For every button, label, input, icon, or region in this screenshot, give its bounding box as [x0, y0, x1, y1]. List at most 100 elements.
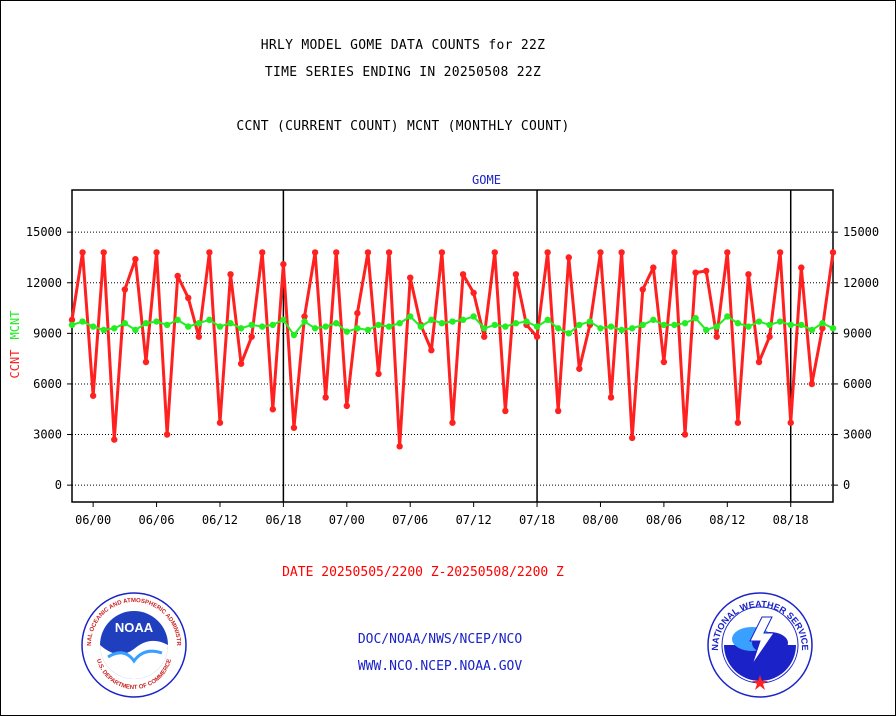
- ccnt-point: [68, 316, 76, 324]
- ccnt-point: [660, 358, 668, 366]
- y-tick-label-left: 0: [55, 478, 62, 492]
- mcnt-point: [787, 321, 794, 329]
- ccnt-point: [163, 431, 171, 438]
- mcnt-point: [459, 316, 467, 324]
- mcnt-point: [470, 313, 477, 320]
- ccnt-point: [375, 370, 382, 378]
- mcnt-point: [364, 326, 372, 334]
- ccnt-point: [713, 333, 720, 340]
- y-tick-label-right: 12000: [843, 276, 879, 290]
- ccnt-point: [153, 249, 160, 256]
- series: [68, 249, 837, 450]
- mcnt-point: [438, 320, 446, 327]
- mcnt-point: [111, 325, 118, 332]
- ccnt-point: [111, 436, 118, 443]
- x-tick-label: 06/18: [265, 513, 301, 527]
- y-tick-label-left: 3000: [33, 428, 62, 442]
- mcnt-point: [195, 320, 203, 327]
- ccnt-point: [607, 394, 615, 401]
- chart-title: HRLY MODEL GOME DATA COUNTS for 22Z: [260, 38, 546, 53]
- y-tick-label-left: 9000: [33, 326, 62, 340]
- mcnt-point: [512, 320, 520, 327]
- ccnt-point: [407, 274, 414, 281]
- ccnt-point: [755, 358, 763, 366]
- ccnt-point: [89, 392, 97, 399]
- ccnt-point: [121, 286, 129, 293]
- website-link[interactable]: WWW.NCO.NCEP.NOAA.GOV: [357, 659, 523, 674]
- mcnt-point: [428, 316, 435, 324]
- y-tick-label-right: 9000: [843, 326, 872, 340]
- x-tick-label: 07/00: [329, 513, 365, 527]
- ccnt-point: [745, 271, 752, 278]
- ccnt-point: [248, 333, 255, 340]
- ccnt-point: [628, 434, 636, 442]
- mcnt-point: [491, 321, 498, 329]
- y-tick-label-right: 3000: [843, 428, 872, 442]
- mcnt-point: [280, 316, 287, 324]
- ccnt-point: [216, 419, 224, 426]
- ccnt-point: [195, 333, 203, 340]
- ccnt-point: [470, 289, 477, 297]
- ccnt-point: [481, 333, 488, 340]
- mcnt-point: [766, 321, 773, 329]
- ccnt-point: [322, 394, 329, 401]
- ccnt-point: [650, 264, 657, 271]
- mcnt-point: [819, 320, 826, 327]
- mcnt-point: [354, 325, 361, 332]
- plot-title: GOME: [472, 173, 501, 187]
- mcnt-point: [713, 323, 720, 330]
- mcnt-point: [544, 316, 551, 324]
- plot-frame: [71, 189, 834, 503]
- mcnt-point: [502, 323, 509, 330]
- ccnt-point: [237, 360, 245, 367]
- ccnt-point: [311, 249, 319, 256]
- ccnt-point: [681, 431, 689, 438]
- ccnt-point: [333, 249, 340, 256]
- mcnt-point: [385, 323, 393, 330]
- mcnt-point: [322, 323, 329, 330]
- ccnt-point: [132, 255, 139, 263]
- mcnt-point: [153, 318, 160, 325]
- mcnt-point: [523, 318, 530, 325]
- x-tick-label: 07/12: [456, 513, 492, 527]
- ccnt-point: [671, 249, 678, 256]
- mcnt-point: [692, 314, 699, 322]
- ccnt-point: [512, 271, 520, 278]
- ccnt-point: [819, 325, 826, 332]
- ccnt-point: [533, 333, 541, 340]
- mcnt-point: [206, 316, 213, 324]
- ccnt-point: [565, 254, 572, 261]
- ccnt-point: [766, 333, 773, 340]
- ccnt-point: [639, 286, 646, 293]
- mcnt-point: [639, 321, 646, 329]
- mcnt-point: [121, 320, 129, 327]
- mcnt-point: [248, 321, 255, 329]
- mcnt-point: [724, 313, 731, 320]
- mcnt-point: [755, 318, 763, 325]
- ccnt-point: [618, 249, 625, 256]
- mcnt-point: [681, 320, 689, 327]
- mcnt-point: [576, 321, 583, 329]
- legend-description: CCNT (CURRENT COUNT) MCNT (MONTHLY COUNT…: [236, 119, 570, 134]
- ccnt-point: [364, 249, 372, 256]
- ccnt-point: [301, 313, 308, 320]
- ccnt-point: [343, 402, 351, 410]
- organization-link[interactable]: DOC/NOAA/NWS/NCEP/NCO: [357, 632, 523, 647]
- ccnt-point: [206, 249, 213, 256]
- x-tick-label: 06/00: [75, 513, 111, 527]
- mcnt-point: [734, 320, 742, 327]
- ccnt-point: [734, 419, 742, 426]
- ccnt-point: [798, 264, 805, 271]
- ccnt-point: [227, 271, 234, 278]
- y-tick-label-left: 15000: [26, 225, 62, 239]
- ccnt-point: [597, 249, 604, 256]
- tick-labels: 0 0 3000 3000 6000 6000 9000 9000 12000 12000 1500…: [8, 173, 879, 527]
- x-tick-label: 08/00: [582, 513, 618, 527]
- x-tick-label: 07/06: [392, 513, 428, 527]
- mcnt-point: [449, 318, 456, 325]
- y-tick-label-left: 6000: [33, 377, 62, 391]
- ccnt-point: [692, 269, 699, 276]
- mcnt-point: [618, 326, 625, 334]
- mcnt-point: [132, 326, 139, 334]
